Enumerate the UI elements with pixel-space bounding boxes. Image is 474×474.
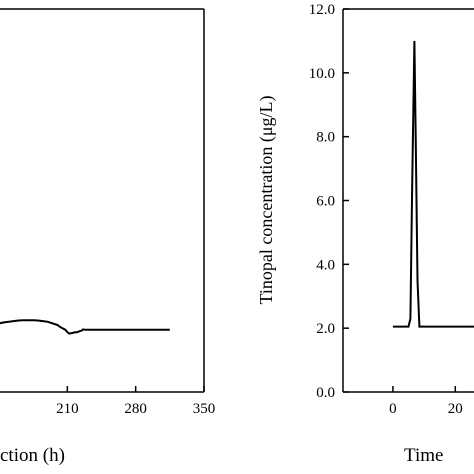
right-chart-y-tick-label: 12.0 — [309, 2, 335, 18]
right-chart-x-ticks: 0 20 — [389, 386, 463, 417]
right-chart-y-tick-label: 0.0 — [316, 385, 335, 401]
left-chart-x-tick-label: 350 — [193, 401, 216, 417]
left-chart-series-line — [0, 319, 170, 335]
right-chart-y-tick-label: 6.0 — [316, 194, 335, 210]
right-chart-x-tick-label: 0 — [389, 401, 397, 417]
right-chart-y-tick-label: 8.0 — [316, 130, 335, 146]
right-chart-y-tick-label: 2.0 — [316, 321, 335, 337]
right-chart-series-line — [392, 40, 474, 328]
left-chart-x-ticks: 210 280 350 — [56, 386, 215, 417]
right-chart-x-tick-label: 20 — [448, 401, 463, 417]
left-chart: 210 280 350 ction (h) — [0, 8, 215, 466]
right-chart-y-tick-label: 10.0 — [309, 66, 335, 82]
right-chart-y-tick-label: 4.0 — [316, 257, 335, 273]
right-chart-x-title: Time — [404, 445, 443, 466]
right-chart: 0.0 2.0 4.0 6.0 8.0 10.0 12.0 0 20 Tinopal conc… — [256, 2, 474, 466]
left-chart-x-title: ction (h) — [0, 445, 65, 466]
left-chart-x-tick-label: 280 — [124, 401, 147, 417]
right-chart-y-ticks: 0.0 2.0 4.0 6.0 8.0 10.0 12.0 — [309, 2, 349, 401]
left-chart-x-tick-label: 210 — [56, 401, 79, 417]
right-chart-y-title: Tinopal concentration (μg/L) — [256, 96, 277, 305]
